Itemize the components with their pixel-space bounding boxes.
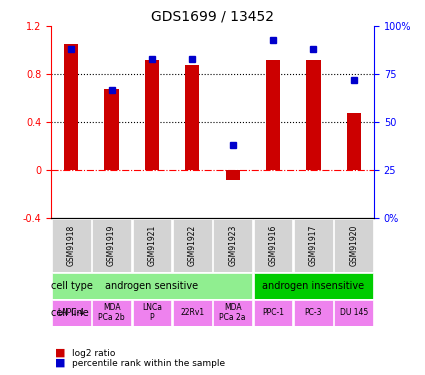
Text: GSM91921: GSM91921: [147, 225, 156, 266]
Text: GSM91916: GSM91916: [269, 225, 278, 266]
FancyBboxPatch shape: [52, 300, 91, 326]
Text: GSM91923: GSM91923: [228, 225, 237, 266]
Bar: [145, 60, 159, 170]
FancyBboxPatch shape: [213, 300, 252, 326]
Text: percentile rank within the sample: percentile rank within the sample: [72, 358, 225, 368]
FancyBboxPatch shape: [254, 219, 292, 272]
Text: DU 145: DU 145: [340, 308, 368, 317]
Text: androgen insensitive: androgen insensitive: [262, 281, 365, 291]
FancyBboxPatch shape: [254, 273, 373, 299]
Bar: [226, 170, 240, 180]
Text: ■: ■: [55, 348, 66, 358]
FancyBboxPatch shape: [294, 219, 333, 272]
FancyBboxPatch shape: [254, 300, 292, 326]
FancyBboxPatch shape: [334, 219, 373, 272]
Text: cell type: cell type: [51, 281, 93, 291]
Bar: [347, 112, 361, 170]
Text: GSM91920: GSM91920: [349, 225, 358, 266]
FancyBboxPatch shape: [334, 300, 373, 326]
FancyBboxPatch shape: [52, 219, 91, 272]
Text: MDA
PCa 2b: MDA PCa 2b: [98, 303, 125, 322]
FancyBboxPatch shape: [133, 219, 171, 272]
Text: LNCa
P: LNCa P: [142, 303, 162, 322]
Text: log2 ratio: log2 ratio: [72, 349, 116, 358]
Text: GSM91922: GSM91922: [188, 225, 197, 266]
FancyBboxPatch shape: [213, 219, 252, 272]
Text: GSM91918: GSM91918: [67, 225, 76, 266]
Text: GSM91919: GSM91919: [107, 225, 116, 266]
Bar: [105, 88, 119, 170]
Text: MDA
PCa 2a: MDA PCa 2a: [219, 303, 246, 322]
Bar: [185, 64, 199, 170]
FancyBboxPatch shape: [92, 300, 131, 326]
FancyBboxPatch shape: [173, 300, 212, 326]
Text: cell line: cell line: [51, 308, 89, 318]
Text: LAPC-4: LAPC-4: [58, 308, 85, 317]
FancyBboxPatch shape: [294, 300, 333, 326]
FancyBboxPatch shape: [173, 219, 212, 272]
FancyBboxPatch shape: [52, 273, 252, 299]
Text: androgen sensitive: androgen sensitive: [105, 281, 198, 291]
Text: GSM91917: GSM91917: [309, 225, 318, 266]
Bar: [306, 60, 320, 170]
Bar: [266, 60, 280, 170]
Title: GDS1699 / 13452: GDS1699 / 13452: [151, 10, 274, 24]
Bar: [64, 44, 78, 170]
FancyBboxPatch shape: [92, 219, 131, 272]
Text: ■: ■: [55, 357, 66, 368]
Text: 22Rv1: 22Rv1: [180, 308, 204, 317]
Text: PPC-1: PPC-1: [262, 308, 284, 317]
FancyBboxPatch shape: [133, 300, 171, 326]
Text: PC-3: PC-3: [305, 308, 322, 317]
